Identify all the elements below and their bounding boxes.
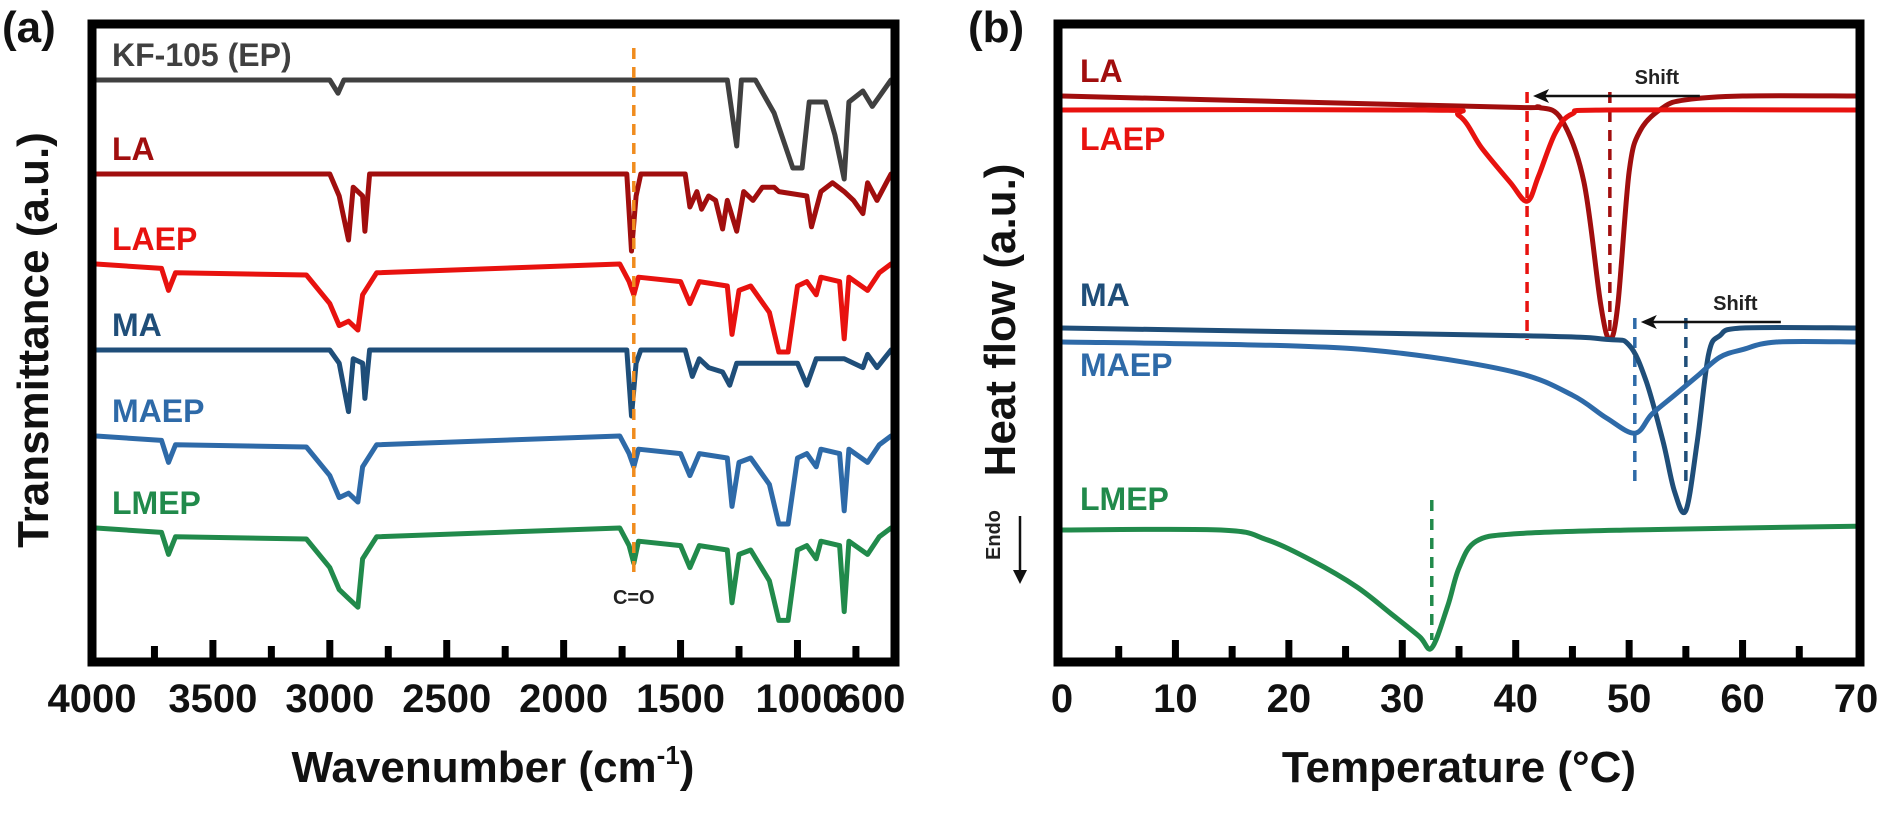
x-tick-label: 30 (1380, 677, 1425, 721)
series-la-line (1059, 93, 1859, 342)
panel-b-shift-annotations: Shift Shift (1533, 67, 1781, 329)
series-la-line (93, 171, 894, 254)
x-tick-label: 60 (1720, 677, 1765, 721)
x-tick-label: 2500 (402, 677, 491, 721)
panel-a-series: KF-105 (EP) LA LAEP MA MAEP LMEP (93, 37, 894, 623)
panel-b-peak-markers (1430, 92, 1688, 640)
endo-arrow-icon (1013, 570, 1027, 584)
series-la-label: LA (112, 131, 155, 167)
endo-indicator: Endo (983, 510, 1027, 584)
panel-a-ylabel: Transmittance (a.u.) (9, 132, 58, 548)
series-lmep-label: LMEP (1080, 481, 1169, 517)
x-tick-label: 20 (1267, 677, 1312, 721)
panel-b-series: LA LAEP MA MAEP LMEP (1059, 53, 1859, 652)
x-tick-label: 3000 (285, 677, 374, 721)
panel-b-xlabel: Temperature (°C) (1282, 743, 1636, 792)
x-tick-label: 4000 (48, 677, 137, 721)
x-tick-label: 600 (839, 677, 906, 721)
x-tick-label: 1500 (636, 677, 725, 721)
x-tick-label: 0 (1051, 677, 1073, 721)
x-tick-label: 2000 (519, 677, 608, 721)
panel-b-ylabel: Heat flow (a.u.) (976, 164, 1025, 477)
series-laep-line (93, 261, 894, 355)
shift-label: Shift (1713, 293, 1758, 315)
x-tick-label: 50 (1607, 677, 1652, 721)
panel-a: (a) Transmittance (a.u.) KF-105 (EP) LA LA… (2, 3, 905, 792)
x-tick-label: 70 (1834, 677, 1879, 721)
series-maep-line (1059, 338, 1859, 436)
x-tick-label: 3500 (168, 677, 257, 721)
series-maep-label: MAEP (112, 393, 204, 429)
x-tick-label: 10 (1153, 677, 1198, 721)
series-maep-line (93, 433, 894, 527)
series-kf-105-ep-label: KF-105 (EP) (112, 37, 292, 73)
series-ma-label: MA (1080, 277, 1130, 313)
series-kf-105-ep-line (93, 77, 894, 182)
x-tick-label: 40 (1493, 677, 1538, 721)
c-o-annotation-label: C=O (613, 587, 655, 609)
endo-label: Endo (983, 510, 1005, 560)
series-ma-line (1059, 324, 1859, 515)
panel-b-frame (1053, 19, 1865, 667)
panel-b-tick-labels: 0 10 20 30 40 50 60 70 (1051, 677, 1878, 721)
panel-a-label: (a) (2, 3, 56, 52)
shift-arrow-icon (1533, 89, 1550, 103)
shift-label: Shift (1635, 67, 1680, 89)
series-ma-line (93, 347, 894, 419)
series-lmep-label: LMEP (112, 485, 201, 521)
series-laep-line (1059, 107, 1859, 204)
series-la-label: LA (1080, 53, 1123, 89)
panel-a-frame (87, 19, 900, 667)
series-laep-label: LAEP (112, 221, 197, 257)
series-laep-label: LAEP (1080, 121, 1165, 157)
panel-b-ticks (1115, 640, 1803, 658)
panel-b-label: (b) (968, 3, 1024, 52)
series-lmep-line (93, 525, 894, 623)
shift-arrow-icon (1640, 315, 1657, 329)
panel-a-xlabel: Wavenumber (cm-1) (292, 740, 695, 792)
panel-a-annotation: C=O (613, 48, 655, 609)
x-tick-label: 1000 (756, 677, 845, 721)
series-ma-label: MA (112, 307, 162, 343)
series-lmep-line (1059, 523, 1859, 652)
panel-a-ticks (150, 640, 860, 658)
series-maep-label: MAEP (1080, 347, 1172, 383)
panel-b: (b) Heat flow (a.u.) Endo LA LAEP MA MAEP LM… (968, 3, 1878, 792)
